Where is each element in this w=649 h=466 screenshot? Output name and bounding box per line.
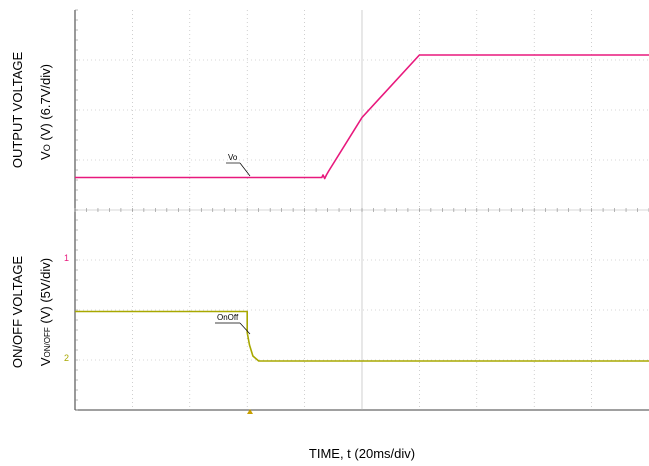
ch2-marker: 2 <box>64 353 69 363</box>
lower-axis-unit: (V) (5V/div) <box>38 258 53 327</box>
svg-text:OUTPUT VOLTAGE: OUTPUT VOLTAGE <box>10 52 25 169</box>
vo-trace <box>75 54 649 180</box>
onoff-label-pointer <box>239 322 251 335</box>
lower-axis-line1: ON/OFF VOLTAGE <box>10 256 25 369</box>
upper-axis-subscript: O <box>42 144 52 151</box>
grid <box>74 9 649 411</box>
lower-axis-title: ON/OFF VOLTAGE VON/OFF (V) (5V/div) <box>10 256 53 369</box>
lower-axis-symbol: V <box>38 357 53 366</box>
x-axis-title: TIME, t (20ms/div) <box>309 446 415 461</box>
vo-trace-label: Vo <box>228 153 238 162</box>
upper-axis-title: OUTPUT VOLTAGE VO (V) (6.7V/div) <box>10 52 53 169</box>
vo-label-pointer <box>239 162 251 177</box>
channel-markers: 1 2 <box>64 253 253 414</box>
ch1-marker: 1 <box>64 253 69 263</box>
traces <box>75 54 649 362</box>
svg-text:VON/OFF (V) (5V/div): VON/OFF (V) (5V/div) <box>38 258 53 366</box>
trigger-marker <box>247 409 253 414</box>
trace-labels: Vo OnOff <box>215 153 251 335</box>
upper-axis-line1: OUTPUT VOLTAGE <box>10 52 25 169</box>
lower-axis-subscript: ON/OFF <box>43 327 52 357</box>
svg-text:ON/OFF VOLTAGE: ON/OFF VOLTAGE <box>10 256 25 369</box>
upper-axis-unit: (V) (6.7V/div) <box>38 64 53 144</box>
onoff-trace <box>75 310 649 362</box>
onoff-trace-label: OnOff <box>217 313 239 322</box>
svg-text:VO (V) (6.7V/div): VO (V) (6.7V/div) <box>38 64 53 160</box>
upper-axis-symbol: V <box>38 151 53 160</box>
